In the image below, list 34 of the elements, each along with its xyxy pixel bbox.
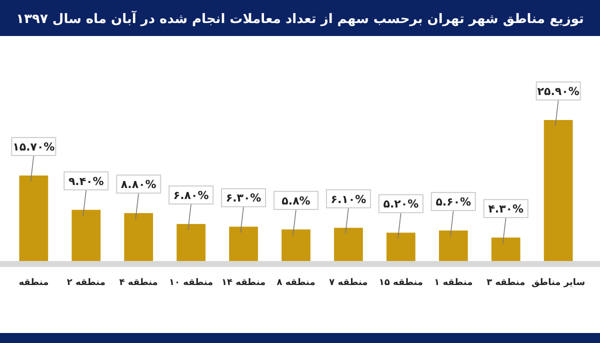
x-tick-label: منطقه ۲ — [66, 278, 106, 288]
chart-title: توزیع مناطق شهر تهران برحسب سهم از تعداد معاملات انجام شده در آبان ماه سال ۱۳۹۷ — [16, 10, 584, 27]
bar — [229, 226, 258, 261]
x-tick-label: منطقه ۱۵ — [378, 278, 423, 288]
data-label: ۵.۲۰% — [383, 198, 419, 211]
bar — [438, 230, 468, 261]
data-label: ۹.۴۰% — [68, 174, 104, 188]
data-label: ۸.۸۰% — [120, 178, 156, 192]
x-tick-label: منطقه ۱ — [434, 278, 473, 288]
x-tick-label: منطقه ۴ — [119, 278, 158, 288]
bar — [386, 232, 416, 261]
bar — [19, 176, 48, 261]
x-tick-label: منطقه ۳ — [486, 278, 526, 288]
bar — [334, 228, 363, 261]
bar — [124, 213, 154, 261]
data-label: ۶.۱۰% — [330, 192, 366, 206]
bar — [282, 229, 310, 261]
x-tick-label: منطقه ۱۰ — [169, 278, 214, 288]
bar — [544, 120, 573, 261]
bar — [491, 238, 520, 261]
bar — [176, 224, 206, 261]
bar — [72, 210, 101, 261]
data-label: ۱۵.۷۰% — [12, 140, 55, 154]
data-label: ۴.۳۰% — [488, 202, 524, 216]
x-tick-label: منطقه ۱۴ — [221, 278, 266, 288]
data-label: ۶.۳۰% — [226, 192, 262, 205]
data-label: ۵.۸% — [282, 194, 310, 208]
x-tick-label: سایر مناطق — [532, 278, 586, 288]
data-label: ۵.۶۰% — [436, 196, 472, 209]
x-tick-label: منطقه — [18, 278, 49, 288]
x-tick-label: منطقه ۷ — [329, 278, 368, 288]
data-label: ۲۵.۹۰% — [537, 85, 580, 98]
data-label: ۶.۸۰% — [173, 188, 209, 202]
x-tick-label: منطقه ۸ — [276, 278, 316, 288]
